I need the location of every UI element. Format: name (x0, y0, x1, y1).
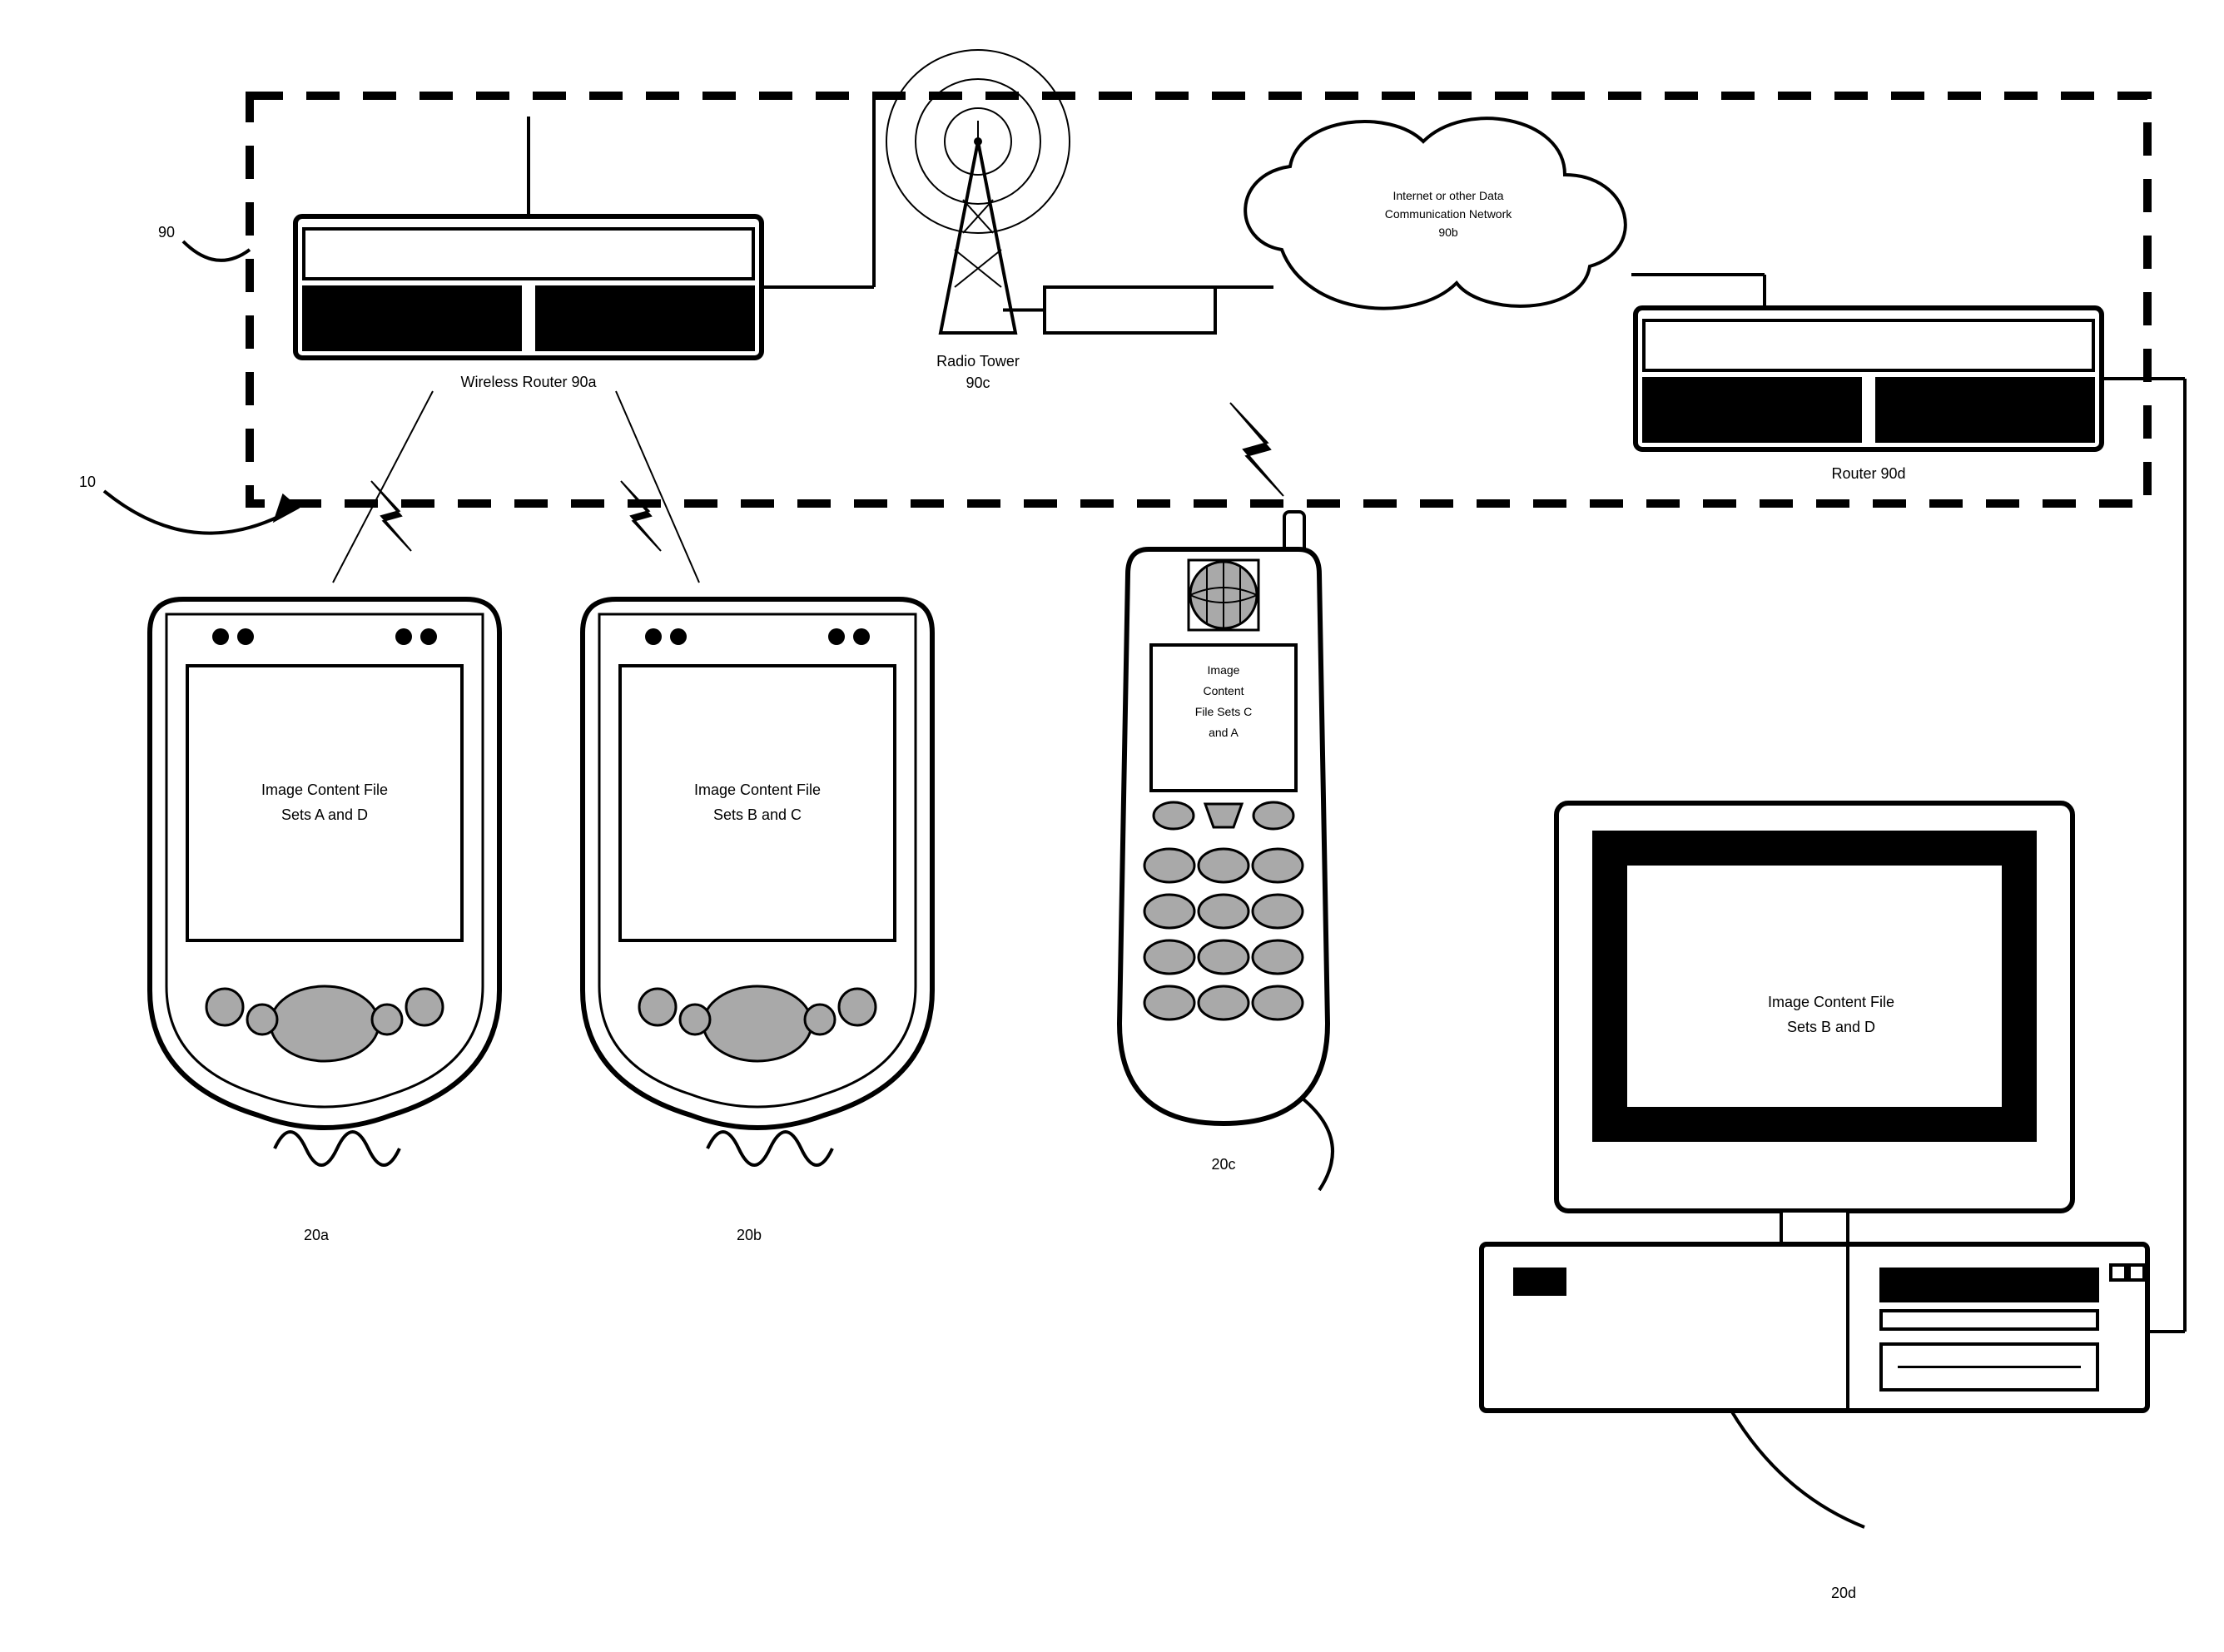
svg-text:Radio Tower: Radio Tower (936, 353, 1020, 370)
ref-20b: 20b (737, 1227, 762, 1243)
svg-text:Image Content File: Image Content File (261, 781, 388, 798)
svg-text:File Sets C: File Sets C (1195, 705, 1252, 718)
ref-10: 10 (79, 474, 96, 490)
phone: Image Content File Sets C and A 20c (1119, 512, 1333, 1190)
svg-text:90c: 90c (966, 375, 990, 391)
svg-text:Image: Image (1208, 663, 1240, 677)
svg-text:Content: Content (1203, 684, 1244, 697)
svg-text:90b: 90b (1438, 226, 1458, 239)
router-label: Router 90d (1831, 465, 1905, 482)
svg-text:Internet or other Data: Internet or other Data (1392, 189, 1503, 202)
ref-20d: 20d (1831, 1585, 1856, 1601)
svg-text:Image Content File: Image Content File (1768, 994, 1894, 1010)
svg-text:and A: and A (1209, 726, 1239, 739)
svg-text:Image Content File: Image Content File (694, 781, 821, 798)
svg-text:Sets B and D: Sets B and D (1787, 1019, 1875, 1035)
svg-text:Communication Network: Communication Network (1385, 207, 1512, 221)
svg-text:Sets B and C: Sets B and C (713, 806, 802, 823)
ref-20c: 20c (1211, 1156, 1235, 1173)
wireless-router-label: Wireless Router 90a (460, 374, 597, 390)
ref-90: 90 (158, 224, 175, 241)
ref-20a: 20a (304, 1227, 330, 1243)
svg-text:Sets A and D: Sets A and D (281, 806, 368, 823)
